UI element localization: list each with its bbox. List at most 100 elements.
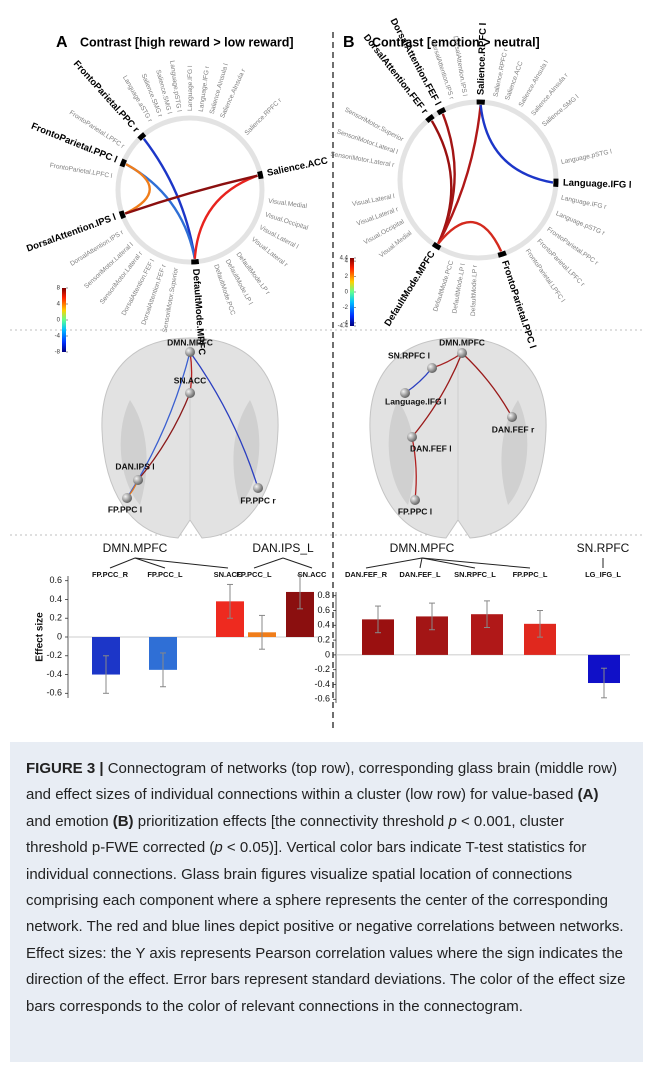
caption-text: < 0.05)]. Vertical color bars indicate T…: [26, 839, 626, 1014]
category-label: FP.PPC_L: [513, 570, 548, 579]
caption-text: (B): [113, 813, 134, 830]
y-tick-label: 0.8: [317, 590, 330, 600]
node-label: DefaultMode.LP l: [451, 263, 467, 314]
y-tick-label: -0.2: [314, 664, 330, 674]
brain-node-label: DMN.MPFC: [439, 337, 485, 347]
node-marker: [122, 160, 125, 167]
node-label: DefaultMode.LP r: [470, 264, 479, 316]
brain-node-label: DAN.FEF r: [492, 424, 535, 434]
y-tick-label: 0.2: [49, 613, 62, 623]
panel-letter: A: [56, 34, 68, 51]
brain-node-label: FP.PPC l: [398, 506, 432, 516]
brain-node: [427, 363, 437, 373]
page: { "panels": [ { "letter": "A", "title": …: [0, 0, 653, 1072]
y-tick-label: 0.4: [49, 594, 62, 604]
node-label: Language.IFG l: [187, 65, 194, 111]
brain-node: [407, 432, 417, 442]
brain-node: [457, 348, 467, 358]
tree-branch: [254, 558, 283, 568]
category-label: DAN.FEF_R: [345, 570, 388, 579]
y-tick-label: -0.4: [46, 669, 62, 679]
y-tick-label: -0.6: [46, 688, 62, 698]
brain-node-label: DMN.MPFC: [167, 337, 213, 347]
brain-node-label: DAN.FEF l: [410, 443, 452, 453]
caption-text: p: [214, 839, 222, 856]
node-marker: [121, 211, 124, 218]
colorbar: [62, 288, 66, 352]
tree-branch: [422, 558, 475, 568]
cluster-label: DAN.IPS_L: [252, 541, 314, 555]
category-label: FP.PCC_L: [236, 570, 272, 579]
brain-node-label: SN.ACC: [174, 375, 207, 385]
y-tick-label: 0.6: [49, 575, 62, 585]
colorbar-tick-label: 4: [345, 259, 349, 265]
tree-branch: [283, 558, 312, 568]
category-label: SN.ACC: [298, 570, 327, 579]
colorbar-tick-label: -4: [55, 334, 61, 340]
colorbar-tick-label: 2: [345, 274, 349, 280]
y-tick-label: 0: [57, 631, 62, 641]
colorbar-tick-label: 4: [57, 302, 61, 308]
node-label: FrontoParietal.PPC l: [30, 121, 119, 166]
caption-text: p: [448, 813, 456, 830]
y-tick-label: 0.6: [317, 605, 330, 615]
brain-node: [410, 495, 420, 505]
colorbar-tick-label: -4.4: [338, 324, 349, 330]
caption-text: and emotion: [26, 813, 113, 830]
node-label: Salience.ACC: [504, 60, 525, 101]
node-marker: [191, 261, 199, 262]
y-tick-label: -0.6: [314, 694, 330, 704]
category-label: SN.RPFC_L: [454, 570, 496, 579]
colorbar-tick-label: 0: [57, 318, 61, 324]
brain-node-label: SN.RPFC l: [388, 350, 430, 360]
node-marker: [427, 116, 433, 121]
brain-node: [122, 493, 132, 503]
tree-branch: [110, 558, 135, 568]
caption-text: (A): [578, 786, 599, 803]
node-marker: [498, 253, 506, 256]
y-axis-label: Effect size: [35, 612, 46, 662]
cluster-label: SN.RPFC: [577, 541, 630, 555]
category-label: LG_IFG_L: [585, 570, 621, 579]
brain-node-label: FP.PPC l: [108, 504, 142, 514]
y-tick-label: 0: [325, 649, 330, 659]
brain-node: [185, 388, 195, 398]
panel-letter: B: [343, 34, 355, 51]
cluster-label: DMN.MPFC: [390, 541, 455, 555]
node-label: Language.pSTG r: [555, 210, 607, 237]
y-tick-label: 0.2: [317, 634, 330, 644]
colorbar-tick-label: -2: [343, 305, 349, 311]
node-label: SensoriMotor.Superior: [162, 266, 180, 333]
brain-node-label: FP.PPC r: [240, 495, 276, 505]
node-label: Salience.ACC: [266, 155, 329, 179]
node-label: SensoriMotor.Lateral r: [330, 151, 396, 169]
y-tick-label: -0.2: [46, 650, 62, 660]
caption: FIGURE 3 | Connectogram of networks (top…: [10, 742, 643, 1062]
node-label: Language.IFG r: [560, 194, 607, 211]
colorbar-tick-label: -8: [55, 350, 61, 356]
category-label: FP.PCC_L: [147, 570, 183, 579]
brain-node: [507, 412, 517, 422]
tree-branch: [366, 558, 422, 568]
brain-node: [253, 483, 263, 493]
node-label: Visual.Medial: [268, 198, 308, 210]
caption-text: prioritization effects [the connectivity…: [134, 813, 449, 830]
y-tick-label: 0.4: [317, 620, 330, 630]
cluster-label: DMN.MPFC: [103, 541, 168, 555]
connection: [481, 105, 553, 183]
node-marker: [433, 244, 440, 248]
connection: [125, 176, 257, 214]
brain-node-label: Language.IFG l: [385, 396, 446, 406]
node-marker: [139, 134, 145, 139]
caption-text: Connectogram of networks (top row), corr…: [26, 760, 617, 803]
node-label: Language.IFG r: [198, 65, 211, 113]
node-label: Salience.RPFC r: [244, 97, 284, 137]
node-label: DefaultMode.MPFC: [382, 249, 437, 328]
node-label: Language.pSTG l: [560, 148, 613, 166]
caption-label: FIGURE 3 |: [26, 760, 104, 777]
brain-node: [185, 347, 195, 357]
panel-title: Contrast [high reward > low reward]: [80, 35, 294, 49]
colorbar-tick-label: 8: [57, 286, 61, 292]
brain-node-label: DAN.IPS l: [115, 461, 154, 471]
node-label: Salience.RPFC l: [475, 23, 489, 96]
